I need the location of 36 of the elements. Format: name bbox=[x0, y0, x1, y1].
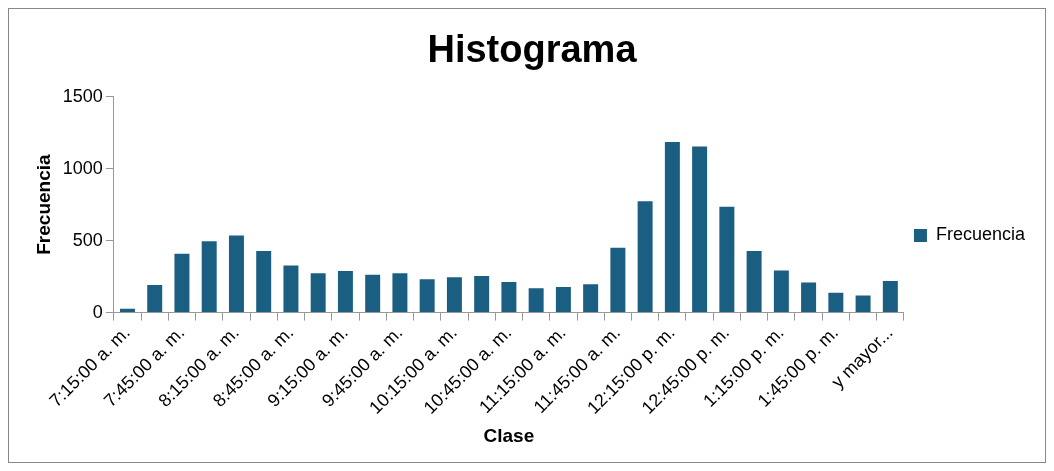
legend-label: Frecuencia bbox=[935, 224, 1026, 245]
bar bbox=[474, 275, 490, 313]
chart-title: Histograma bbox=[427, 28, 638, 71]
bar bbox=[583, 284, 599, 313]
bar bbox=[419, 279, 435, 313]
bar bbox=[828, 292, 844, 313]
bar bbox=[201, 241, 217, 313]
bar bbox=[228, 235, 244, 313]
bar bbox=[855, 295, 871, 313]
bar bbox=[637, 201, 653, 313]
y-tick-label: 0 bbox=[92, 301, 103, 322]
bar bbox=[555, 287, 571, 313]
bar bbox=[337, 271, 353, 313]
bar bbox=[283, 265, 299, 313]
bar bbox=[610, 247, 626, 313]
x-axis-title: Clase bbox=[483, 424, 535, 446]
y-tick-label: 1000 bbox=[62, 157, 103, 178]
y-tick-label: 500 bbox=[72, 229, 103, 250]
bar bbox=[773, 270, 789, 313]
bar bbox=[446, 277, 462, 313]
y-axis-title: Frecuencia bbox=[32, 153, 54, 255]
bar bbox=[174, 253, 190, 313]
bar bbox=[528, 288, 544, 313]
bar bbox=[882, 281, 898, 313]
bar bbox=[310, 273, 326, 313]
bar bbox=[719, 206, 735, 313]
bar bbox=[256, 251, 272, 313]
bar bbox=[147, 284, 163, 313]
y-tick-label: 1500 bbox=[62, 85, 103, 106]
bar bbox=[501, 282, 517, 313]
bar bbox=[664, 141, 680, 313]
bar bbox=[392, 273, 408, 313]
bar bbox=[692, 146, 708, 313]
bar bbox=[365, 274, 381, 313]
bar bbox=[801, 282, 817, 313]
bar bbox=[746, 251, 762, 313]
